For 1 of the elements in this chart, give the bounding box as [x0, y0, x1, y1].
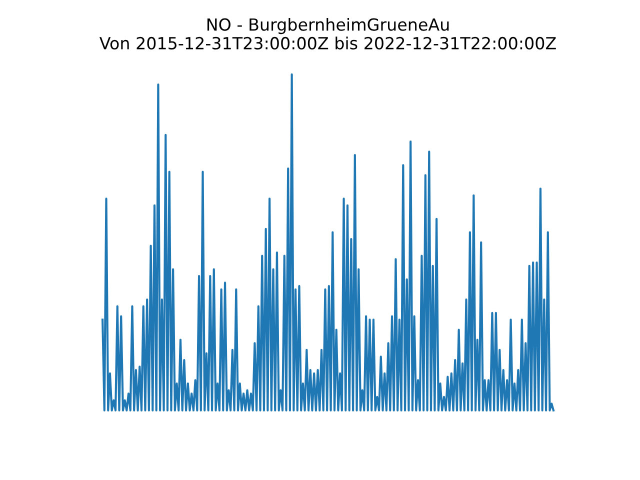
chart-title: NO - BurgbernheimGrueneAu Von 2015-12-31T23:00:00Z bis 2022-12-31T22:00:00Z — [99, 18, 556, 50]
